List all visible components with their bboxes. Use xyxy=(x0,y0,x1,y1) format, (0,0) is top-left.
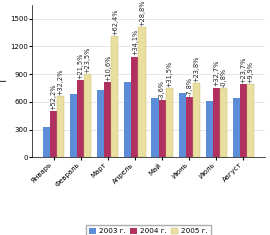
Bar xyxy=(57,96,64,157)
Bar xyxy=(43,127,50,157)
Text: +28,8%: +28,8% xyxy=(139,0,145,26)
Text: +32,7%: +32,7% xyxy=(213,60,219,86)
Bar xyxy=(193,83,200,157)
Text: +31,5%: +31,5% xyxy=(166,61,172,87)
Bar xyxy=(124,82,131,157)
Legend: 2003 г., 2004 г., 2005 г.: 2003 г., 2004 г., 2005 г. xyxy=(86,225,211,235)
Text: -3,6%: -3,6% xyxy=(159,80,165,99)
Bar xyxy=(213,88,220,157)
Text: +21,5%: +21,5% xyxy=(78,52,84,78)
Text: +62,4%: +62,4% xyxy=(112,8,118,35)
Text: +10,6%: +10,6% xyxy=(105,55,111,81)
Text: +23,8%: +23,8% xyxy=(193,56,199,82)
Bar xyxy=(220,88,227,157)
Text: +23,5%: +23,5% xyxy=(85,47,91,73)
Bar xyxy=(84,74,91,157)
Bar xyxy=(240,84,247,157)
Y-axis label: Т: Т xyxy=(0,78,9,84)
Text: -0,8%: -0,8% xyxy=(220,68,226,87)
Bar xyxy=(131,57,139,157)
Text: +52,2%: +52,2% xyxy=(50,84,56,110)
Bar xyxy=(50,111,57,157)
Bar xyxy=(233,98,240,157)
Text: -7,8%: -7,8% xyxy=(186,77,192,96)
Bar xyxy=(151,98,158,157)
Text: +32,2%: +32,2% xyxy=(58,69,64,95)
Bar xyxy=(247,84,254,157)
Text: +34,1%: +34,1% xyxy=(132,29,138,55)
Bar xyxy=(104,82,111,157)
Bar xyxy=(158,100,166,157)
Text: +23,7%: +23,7% xyxy=(241,57,247,83)
Bar xyxy=(111,36,118,157)
Bar xyxy=(206,101,213,157)
Text: +9,9%: +9,9% xyxy=(248,61,254,83)
Bar xyxy=(179,93,186,157)
Bar xyxy=(139,27,146,157)
Bar xyxy=(70,94,77,157)
Bar xyxy=(97,90,104,157)
Bar xyxy=(186,98,193,157)
Bar xyxy=(166,88,173,157)
Bar xyxy=(77,80,84,157)
